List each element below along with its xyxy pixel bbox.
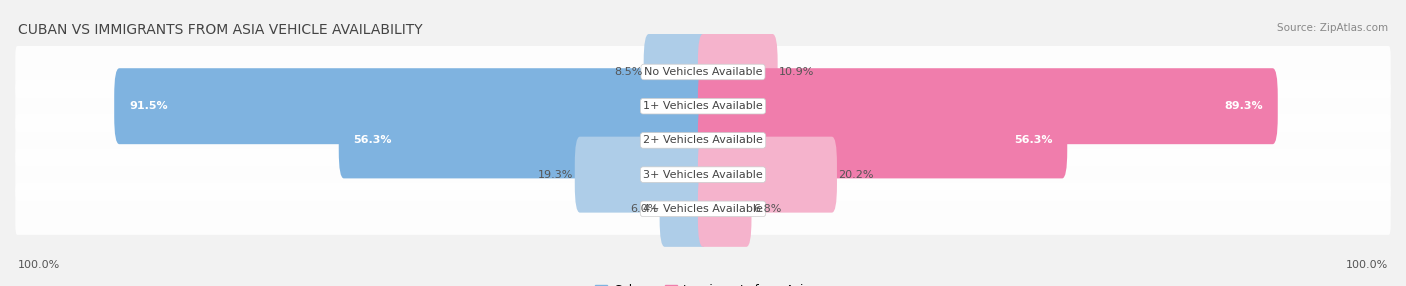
Text: 19.3%: 19.3% xyxy=(538,170,574,180)
Legend: Cuban, Immigrants from Asia: Cuban, Immigrants from Asia xyxy=(591,279,815,286)
Text: 8.5%: 8.5% xyxy=(614,67,643,77)
FancyBboxPatch shape xyxy=(659,171,709,247)
Text: CUBAN VS IMMIGRANTS FROM ASIA VEHICLE AVAILABILITY: CUBAN VS IMMIGRANTS FROM ASIA VEHICLE AV… xyxy=(18,23,423,37)
Text: No Vehicles Available: No Vehicles Available xyxy=(644,67,762,77)
Text: 1+ Vehicles Available: 1+ Vehicles Available xyxy=(643,101,763,111)
FancyBboxPatch shape xyxy=(697,102,1067,178)
Text: 3+ Vehicles Available: 3+ Vehicles Available xyxy=(643,170,763,180)
Text: 6.0%: 6.0% xyxy=(630,204,658,214)
FancyBboxPatch shape xyxy=(15,114,1391,166)
FancyBboxPatch shape xyxy=(644,34,709,110)
Text: 56.3%: 56.3% xyxy=(353,135,392,145)
Text: 56.3%: 56.3% xyxy=(1014,135,1053,145)
FancyBboxPatch shape xyxy=(697,137,837,212)
FancyBboxPatch shape xyxy=(15,183,1391,235)
FancyBboxPatch shape xyxy=(114,68,709,144)
FancyBboxPatch shape xyxy=(339,102,709,178)
FancyBboxPatch shape xyxy=(15,46,1391,98)
Text: 2+ Vehicles Available: 2+ Vehicles Available xyxy=(643,135,763,145)
Text: 10.9%: 10.9% xyxy=(779,67,814,77)
FancyBboxPatch shape xyxy=(15,149,1391,201)
Text: 89.3%: 89.3% xyxy=(1225,101,1263,111)
FancyBboxPatch shape xyxy=(697,34,778,110)
Text: 20.2%: 20.2% xyxy=(838,170,873,180)
FancyBboxPatch shape xyxy=(697,68,1278,144)
Text: 100.0%: 100.0% xyxy=(1346,260,1388,270)
Text: 100.0%: 100.0% xyxy=(18,260,60,270)
Text: 4+ Vehicles Available: 4+ Vehicles Available xyxy=(643,204,763,214)
Text: 6.8%: 6.8% xyxy=(752,204,782,214)
Text: Source: ZipAtlas.com: Source: ZipAtlas.com xyxy=(1277,23,1388,33)
FancyBboxPatch shape xyxy=(697,171,751,247)
Text: 91.5%: 91.5% xyxy=(129,101,167,111)
FancyBboxPatch shape xyxy=(575,137,709,212)
FancyBboxPatch shape xyxy=(15,80,1391,132)
